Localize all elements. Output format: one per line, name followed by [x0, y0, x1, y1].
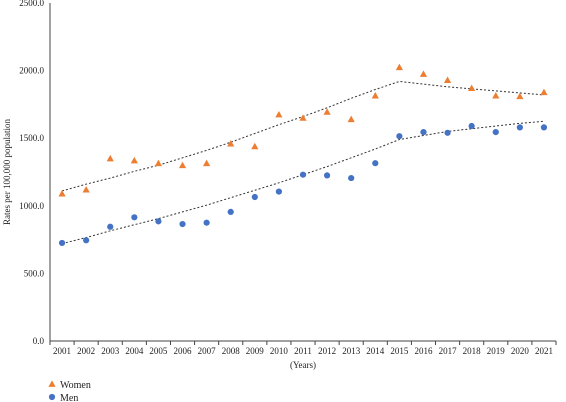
data-point-men	[107, 223, 114, 230]
data-point-men	[348, 174, 355, 182]
x-axis-ticks: 2001 2002 2003 2004 2005 2006 2007 2008 2009 2010…	[49, 341, 557, 356]
x-tick-label: 2012	[318, 346, 336, 356]
data-point-men	[468, 122, 475, 130]
x-tick-label: 2004	[125, 346, 144, 356]
data-point-men	[323, 172, 331, 179]
x-axis-title: (Years)	[290, 360, 316, 370]
x-tick-label: 2018	[463, 346, 482, 356]
data-point-women	[82, 185, 90, 193]
data-point-women	[540, 88, 548, 96]
data-point-women	[516, 92, 524, 100]
data-point-men	[83, 237, 90, 244]
x-tick-label: 2009	[246, 346, 265, 356]
data-point-men	[275, 188, 283, 195]
data-point-men	[203, 219, 210, 226]
data-point-women	[371, 92, 379, 99]
legend-label-women: Women	[60, 380, 91, 391]
data-point-men	[420, 129, 427, 136]
data-point-women	[468, 84, 476, 92]
data-point-men	[540, 124, 548, 131]
y-tick-label: 2500.0	[19, 0, 44, 8]
data-point-men	[444, 129, 451, 136]
x-tick-label: 2007	[198, 346, 217, 356]
y-tick-label: 2000.0	[19, 66, 44, 76]
y-tick-label: 1500.0	[19, 133, 44, 143]
data-point-men	[251, 193, 258, 201]
y-axis-title: Rates per 100,000 population	[2, 119, 12, 225]
data-point-men	[396, 133, 403, 140]
legend-item-men: Men	[48, 393, 78, 402]
data-point-women	[347, 115, 355, 123]
x-tick-label: 2003	[101, 346, 120, 356]
x-tick-label: 2010	[270, 346, 289, 356]
x-tick-label: 2001	[53, 346, 71, 356]
legend-label-men: Men	[60, 393, 78, 402]
data-point-men	[131, 214, 138, 221]
y-tick-label: 1000.0	[19, 201, 44, 211]
data-point-men	[299, 171, 307, 178]
data-point-women	[154, 159, 163, 167]
legend-triangle-marker	[48, 380, 56, 387]
x-tick-label: 2019	[487, 346, 506, 356]
data-point-women	[58, 190, 66, 197]
data-point-women	[227, 140, 235, 147]
data-point-women	[106, 154, 114, 162]
data-point-women	[203, 159, 211, 167]
x-tick-label: 2005	[149, 346, 168, 356]
x-tick-label: 2016	[414, 346, 433, 356]
data-point-women	[323, 108, 331, 115]
data-points	[58, 63, 548, 247]
data-point-women	[275, 110, 283, 118]
data-point-women	[130, 156, 138, 164]
data-point-women	[492, 92, 500, 99]
data-point-women	[419, 70, 428, 77]
x-tick-label: 2006	[174, 346, 193, 356]
y-tick-label: 500.0	[24, 268, 45, 278]
x-tick-label: 2015	[390, 346, 409, 356]
legend-circle-marker	[48, 393, 56, 401]
data-point-women	[443, 76, 452, 83]
data-point-women	[178, 161, 187, 169]
x-tick-label: 2013	[342, 346, 361, 356]
data-point-men	[492, 129, 499, 136]
x-tick-label: 2017	[439, 346, 458, 356]
legend: Women Men	[48, 380, 91, 402]
data-point-men	[516, 124, 523, 131]
data-point-men	[179, 220, 186, 228]
data-point-men	[227, 208, 234, 215]
y-tick-label: 0.0	[33, 336, 45, 346]
x-tick-label: 2002	[77, 346, 95, 356]
data-point-men	[372, 160, 379, 167]
x-tick-label: 2011	[294, 346, 312, 356]
x-tick-label: 2021	[535, 346, 553, 356]
data-point-women	[299, 114, 307, 121]
x-tick-label: 2014	[366, 346, 385, 356]
data-point-men	[155, 218, 162, 225]
x-tick-label: 2020	[511, 346, 530, 356]
legend-item-women: Women	[48, 380, 91, 391]
trendline-men	[61, 120, 544, 245]
data-point-women	[251, 142, 259, 150]
y-axis-ticks: 0.0 500.0 1000.0 1500.0 2000.0 2500.0	[19, 0, 44, 346]
data-point-women	[395, 63, 403, 71]
data-point-men	[58, 239, 66, 247]
x-tick-label: 2008	[222, 346, 241, 356]
